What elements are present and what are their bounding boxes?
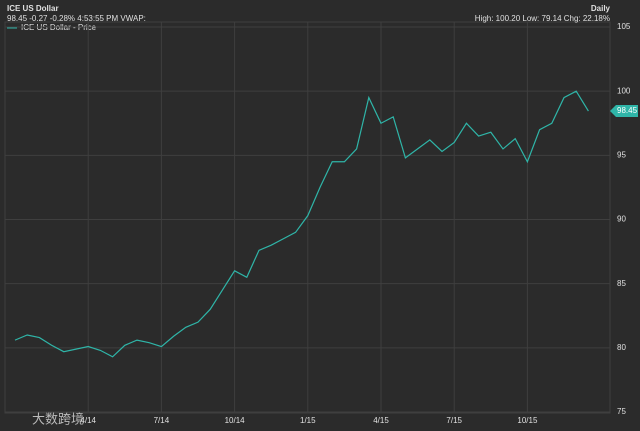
price-line	[14, 90, 589, 358]
y-tick-label: 105	[617, 22, 631, 31]
x-tick-label: 10/15	[517, 416, 538, 425]
y-tick-label: 85	[617, 279, 626, 288]
y-tick-label: 100	[617, 86, 631, 95]
y-tick-label: 75	[617, 407, 626, 416]
y-tick-label: 80	[617, 343, 626, 352]
chart-subtitle: 98.45 -0.27 -0.28% 4:53:55 PM VWAP:	[7, 14, 146, 23]
stats: High: 100.20 Low: 79.14 Chg: 22.18%	[475, 14, 610, 23]
x-tick-label: 1/15	[300, 416, 316, 425]
last-price-tag	[610, 105, 638, 118]
y-tick-label: 90	[617, 215, 626, 224]
legend-label: ICE US Dollar - Price	[21, 23, 97, 32]
x-tick-label: 10/14	[225, 416, 246, 425]
x-tick-label: 4/14	[80, 416, 96, 425]
x-tick-label: 4/15	[373, 416, 389, 425]
x-tick-label: 7/15	[446, 416, 462, 425]
y-tick-label: 95	[617, 150, 626, 159]
watermark: 大数跨境	[32, 411, 84, 426]
chart-title: ICE US Dollar	[7, 4, 59, 13]
x-tick-label: 7/14	[154, 416, 170, 425]
last-price-label: 98.45	[617, 106, 638, 115]
interval: Daily	[591, 4, 611, 13]
